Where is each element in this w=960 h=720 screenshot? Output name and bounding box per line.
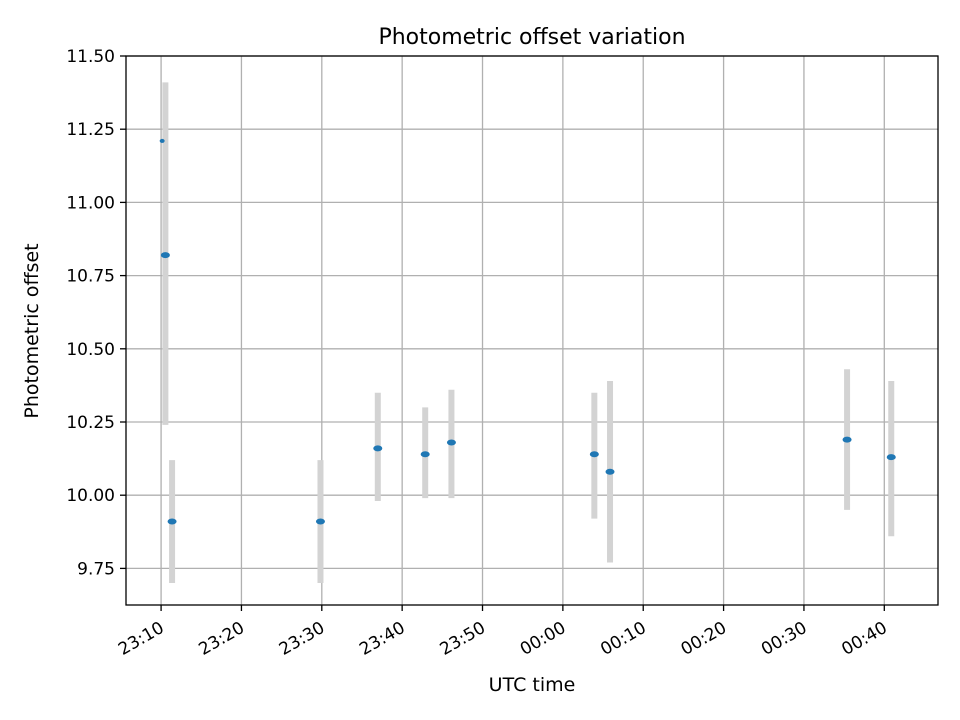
data-point [446,439,456,446]
x-axis-label: UTC time [489,674,576,696]
data-point [886,454,896,461]
data-point [167,518,177,525]
data-point [589,451,599,458]
y-tick-label: 10.25 [66,413,115,433]
y-tick-label: 9.75 [77,559,115,579]
y-tick-label: 11.25 [66,120,115,140]
data-point [315,518,325,525]
data-points [159,138,896,525]
grid [126,55,938,605]
chart-title: Photometric offset variation [378,25,685,50]
data-point [159,138,165,143]
data-point [160,252,170,259]
data-point [842,436,852,443]
data-point [373,445,383,452]
y-tick-label: 10.50 [66,340,115,360]
y-axis-label: Photometric offset [21,243,43,418]
y-tick-label: 11.00 [66,193,115,213]
plot-frame [125,55,939,606]
y-tick-label: 11.50 [66,47,115,67]
data-point [420,451,430,458]
y-tick-label: 10.00 [66,486,115,506]
y-tick-label: 10.75 [66,267,115,287]
data-point [605,468,615,475]
y-axis: 9.75 10.00 10.25 10.50 10.75 11.00 11.25 11.50 [66,47,126,579]
